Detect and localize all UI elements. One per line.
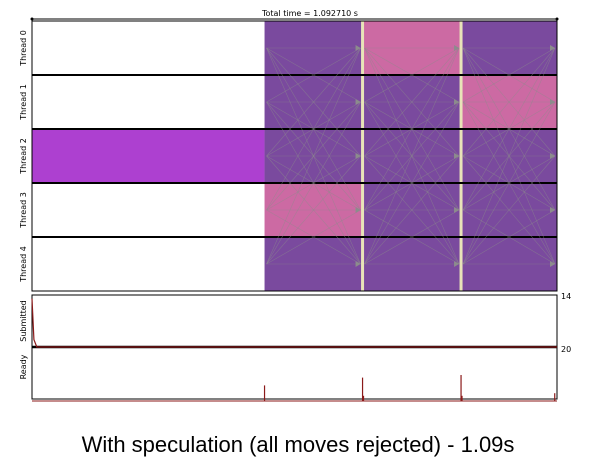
dependency-arrow	[462, 47, 556, 157]
dependency-arrow	[364, 47, 460, 265]
arrow-head	[454, 45, 460, 51]
submitted-series-line	[31, 298, 557, 348]
dependency-arrow	[364, 47, 460, 157]
dependency-arrow	[266, 47, 361, 103]
arrow-head	[355, 99, 361, 105]
sync-bar	[361, 21, 365, 291]
dependency-arrow	[266, 47, 361, 265]
submitted-label: Submitted	[19, 300, 28, 342]
dependency-arrow	[266, 47, 361, 157]
dependency-arrow	[364, 47, 460, 103]
arrow-head	[454, 207, 460, 213]
dependency-arrow	[364, 155, 460, 265]
thread-label: Thread 3	[19, 192, 28, 229]
dependency-arrow	[462, 47, 556, 211]
dependency-arrow	[266, 155, 361, 265]
arrow-head	[550, 261, 555, 267]
dependency-arrows	[266, 45, 556, 267]
sync-bar	[459, 21, 463, 291]
arrow-head	[454, 153, 460, 159]
dependency-arrow	[364, 47, 460, 211]
submitted-max-label: 14	[561, 292, 571, 301]
thread-label: Thread 4	[19, 246, 28, 283]
figure-caption: With speculation (all moves rejected) - …	[81, 432, 515, 457]
arrow-head	[550, 153, 555, 159]
dependency-arrow	[266, 101, 361, 265]
thread-label: Thread 0	[19, 30, 28, 67]
dependency-arrow	[462, 47, 556, 265]
thread-label: Thread 2	[19, 138, 28, 175]
arrow-head	[454, 261, 460, 267]
chart-title: Total time = 1.092710 s	[261, 9, 358, 18]
arrow-head	[355, 153, 361, 159]
arrow-head	[550, 207, 555, 213]
thread-segment	[32, 129, 265, 183]
arrow-head	[355, 207, 361, 213]
arrow-head	[454, 99, 460, 105]
time-axis-start-marker	[30, 17, 34, 21]
lanes-frame	[31, 20, 558, 292]
thread-label: Thread 1	[19, 84, 28, 121]
dependency-arrow	[364, 101, 460, 265]
counter-panels: Submitted Ready 14 20	[19, 292, 571, 402]
dependency-arrow	[462, 209, 556, 265]
dependency-arrow	[364, 209, 460, 265]
arrow-head	[550, 45, 555, 51]
time-axis-end-marker	[555, 17, 559, 21]
arrow-head	[355, 45, 361, 51]
dependency-arrow	[462, 47, 556, 103]
arrow-head	[550, 99, 555, 105]
ready-label: Ready	[19, 354, 28, 379]
dependency-arrow	[462, 155, 556, 265]
dependency-arrow	[266, 47, 361, 211]
dependency-arrow	[462, 101, 556, 265]
thread-lanes: Thread 0 Thread 1 Thread 2 Thread 3 Thread 4	[19, 17, 559, 292]
dependency-arrow	[266, 209, 361, 265]
ready-max-label: 20	[561, 345, 571, 354]
arrow-head	[355, 261, 361, 267]
